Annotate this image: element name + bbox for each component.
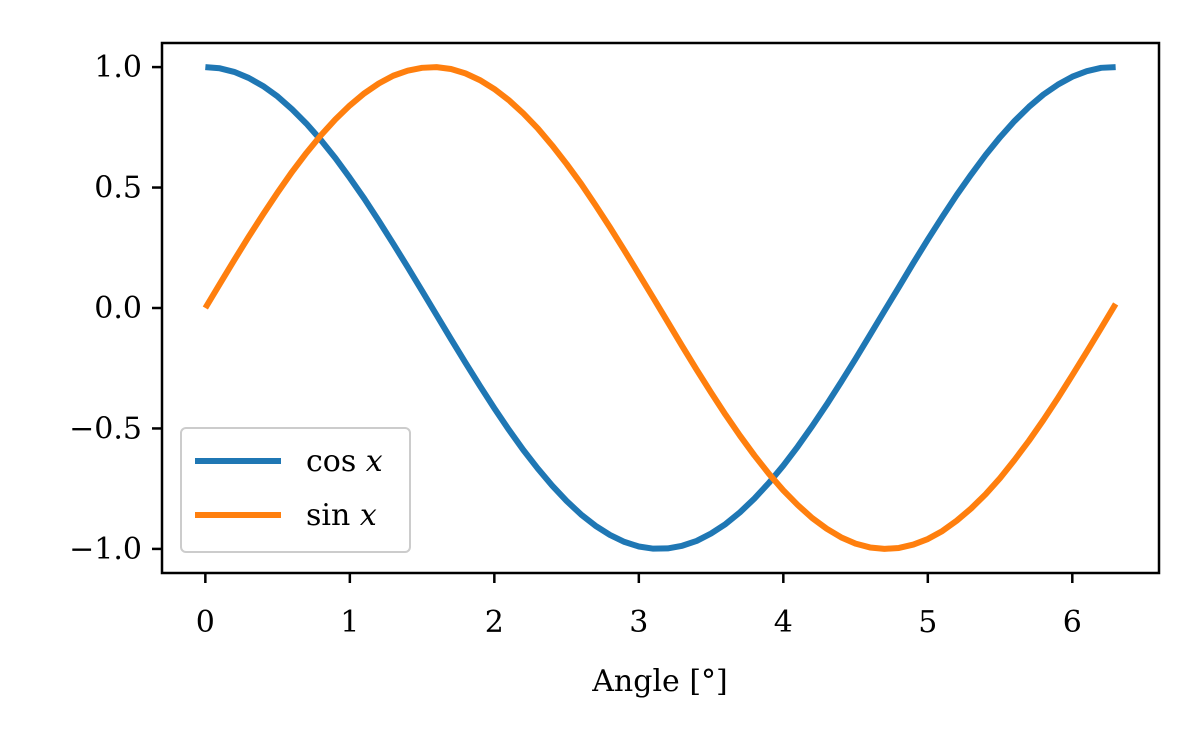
- x-tick-label: 1: [340, 605, 359, 640]
- y-tick-label: 1.0: [94, 50, 142, 85]
- x-tick-label: 6: [1063, 605, 1082, 640]
- y-tick-label: 0.5: [94, 171, 142, 206]
- y-tick-label: −1.0: [69, 532, 142, 567]
- x-tick-label: 2: [485, 605, 504, 640]
- y-axis: 1.0 0.5 0.0 −0.5 −1.0: [69, 50, 162, 567]
- x-tick-label: 4: [774, 605, 793, 640]
- x-axis-label: Angle [°]: [591, 664, 727, 699]
- legend-label-1: sin x: [306, 498, 377, 533]
- x-tick-label: 0: [196, 605, 215, 640]
- x-axis: 0 1 2 3 4 5 6: [196, 573, 1082, 640]
- x-tick-label: 3: [629, 605, 648, 640]
- plot-area: [202, 64, 1119, 552]
- legend-label-0: cos x: [306, 444, 383, 479]
- axes-frame: [160, 41, 1161, 575]
- y-tick-label: 0.0: [94, 291, 142, 326]
- x-tick-label: 5: [918, 605, 937, 640]
- legend: cos x sin x: [180, 427, 411, 553]
- series-line-0: [205, 64, 1116, 552]
- y-tick-label: −0.5: [69, 411, 142, 446]
- series-line-1: [202, 64, 1119, 552]
